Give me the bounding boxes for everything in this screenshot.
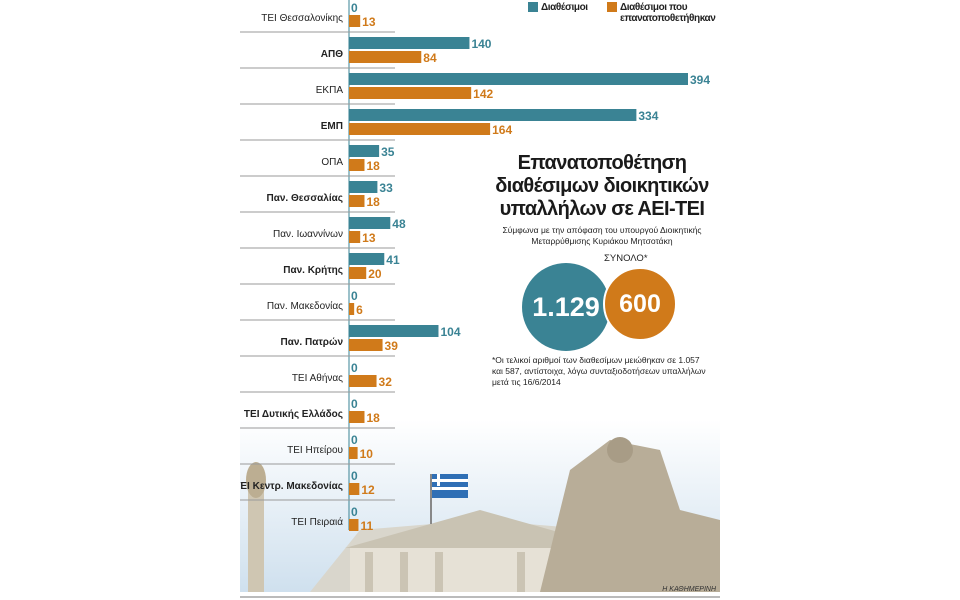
category-label: ΑΠΘ [321,49,343,60]
data-label: 394 [690,73,710,87]
bar-relocated [349,87,472,99]
category-label: ΟΠΑ [321,157,343,168]
bar-available [349,253,385,265]
chart-subtitle: Σύμφωνα με την απόφαση του υπουργού Διοι… [502,225,702,246]
bar-relocated [349,159,365,171]
data-label: 140 [471,37,491,51]
total-available-circle: 1.129 [522,263,610,351]
category-label: ΤΕΙ Κεντρ. Μακεδονίας [240,481,343,492]
data-label: 84 [423,51,437,65]
athens-monuments-illustration [240,420,720,592]
data-label: 48 [392,217,406,231]
data-label: 41 [386,253,400,267]
data-label: 18 [366,159,380,173]
legend-label-available: Διαθέσιμοι [541,2,588,13]
bar-relocated [349,447,358,459]
bar-relocated [349,483,360,495]
bar-relocated [349,51,422,63]
data-label: 20 [368,267,382,281]
total-relocated-circle: 600 [603,267,677,341]
category-label: ΤΕΙ Ηπείρου [287,444,343,456]
data-label: 0 [351,361,358,375]
category-label: Παν. Θεσσαλίας [266,193,343,204]
data-label: 334 [638,109,658,123]
data-label: 6 [356,303,363,317]
bar-available [349,325,439,337]
bar-relocated [349,123,491,135]
data-label: 0 [351,397,358,411]
legend-swatch-relocated [607,2,617,12]
bar-chart: ΤΕΙ Θεσσαλονίκης 0 13 ΑΠΘ 140 84 ΕΚΠΑ 394 142 ΕΜΠ… [240,0,710,533]
bar-relocated [349,195,365,207]
data-label: 0 [351,433,358,447]
bar-relocated [349,339,383,351]
bar-relocated [349,15,361,27]
category-label: ΤΕΙ Δυτικής Ελλάδος [244,409,343,420]
bar-available [349,37,470,49]
category-label: Παν. Πατρών [280,337,343,348]
bar-relocated [349,519,359,531]
bar-available [349,73,688,85]
bar-available [349,145,380,157]
bottom-rule [240,596,720,598]
category-label: ΤΕΙ Θεσσαλονίκης [261,12,343,24]
bar-relocated [349,267,367,279]
data-label: 13 [362,15,376,29]
credit: Η ΚΑΘΗΜΕΡΙΝΗ [662,586,716,593]
data-label: 0 [351,469,358,483]
bar-relocated [349,411,365,423]
data-label: 104 [440,325,460,339]
data-label: 10 [360,447,374,461]
category-label: ΕΚΠΑ [316,85,344,96]
bar-relocated [349,375,377,387]
bar-available [349,109,637,121]
category-label: Παν. Ιωαννίνων [273,228,343,240]
summary-block: Επανατοποθέτηση διαθέσιμων διοικητικών υ… [484,152,720,388]
category-label: ΤΕΙ Αθήνας [292,372,343,384]
data-label: 164 [492,123,512,137]
chart-title: Επανατοποθέτηση διαθέσιμων διοικητικών υ… [495,152,709,220]
category-label: Παν. Μακεδονίας [267,300,343,312]
data-label: 0 [351,289,358,303]
data-label: 39 [385,339,399,353]
legend-swatch-available [528,2,538,12]
data-label: 12 [361,483,375,497]
data-label: 18 [366,411,380,425]
data-label: 142 [473,87,493,101]
totals: ΣΥΝΟΛΟ* 1.129 600 [484,251,720,351]
data-label: 18 [366,195,380,209]
infographic: ΤΕΙ Θεσσαλονίκης 0 13 ΑΠΘ 140 84 ΕΚΠΑ 394 142 ΕΜΠ… [240,0,720,600]
data-label: 0 [351,1,358,15]
bar-relocated [349,231,361,243]
data-label: 33 [379,181,393,195]
category-label: ΕΜΠ [321,121,343,132]
data-label: 35 [381,145,395,159]
data-label: 0 [351,505,358,519]
category-label: Παν. Κρήτης [283,265,343,276]
total-label: ΣΥΝΟΛΟ* [604,253,648,264]
bar-relocated [349,303,355,315]
legend-label-relocated: Διαθέσιμοι που επανατοποθετήθηκαν [620,2,716,24]
data-label: 13 [362,231,376,245]
data-label: 11 [360,519,373,533]
data-label: 32 [379,375,393,389]
category-label: ΤΕΙ Πειραιά [291,516,343,528]
bar-available [349,217,391,229]
footnote: *Οι τελικοί αριθμοί των διαθεσίμων μειώθ… [492,355,706,387]
bar-available [349,181,378,193]
